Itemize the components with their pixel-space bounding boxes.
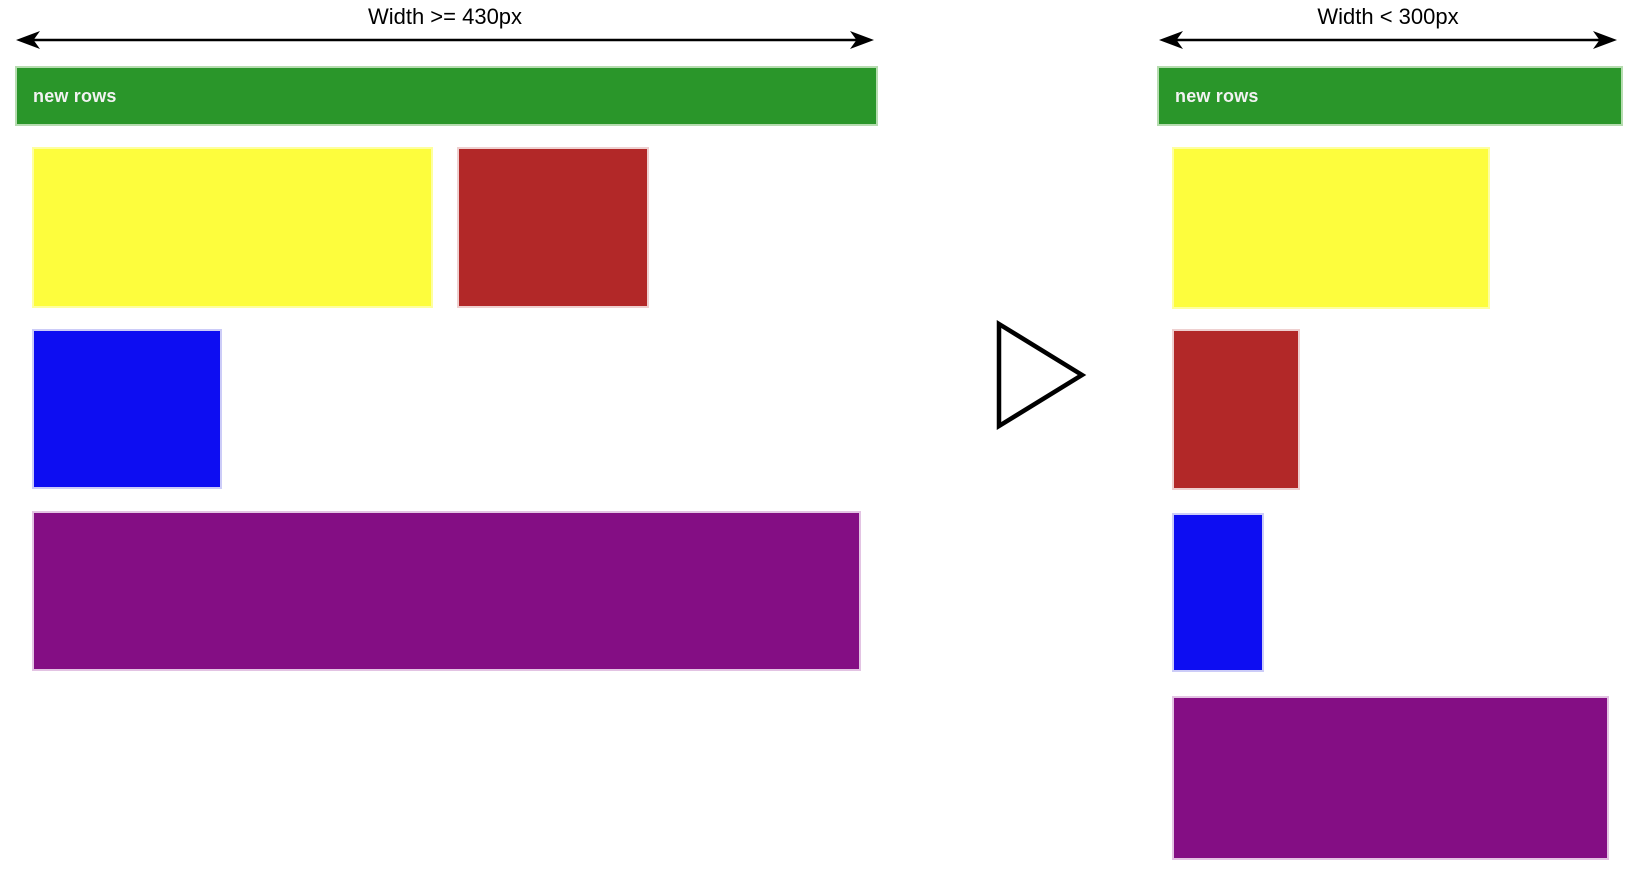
grid-item-blue [1172, 513, 1264, 672]
new-rows-label: new rows [33, 85, 117, 106]
narrow-width-measure-arrow-icon [1159, 31, 1617, 49]
new-rows-banner-narrow: new rows [1157, 66, 1623, 126]
grid-item-purple [1172, 696, 1609, 860]
grid-item-blue [32, 329, 222, 489]
grid-item-purple [32, 511, 861, 671]
grid-item-yellow [32, 147, 433, 308]
narrow-width-constraint-label: Width < 300px [1317, 4, 1459, 29]
new-rows-label: new rows [1175, 85, 1259, 106]
wide-width-measure-arrow-icon [16, 31, 874, 49]
grid-item-yellow [1172, 147, 1490, 309]
grid-item-red [457, 147, 649, 308]
wide-width-constraint-label: Width >= 430px [367, 4, 523, 29]
new-rows-banner-wide: new rows [15, 66, 878, 126]
grid-item-red [1172, 329, 1300, 490]
transforms-into-triangle-icon [996, 319, 1087, 431]
